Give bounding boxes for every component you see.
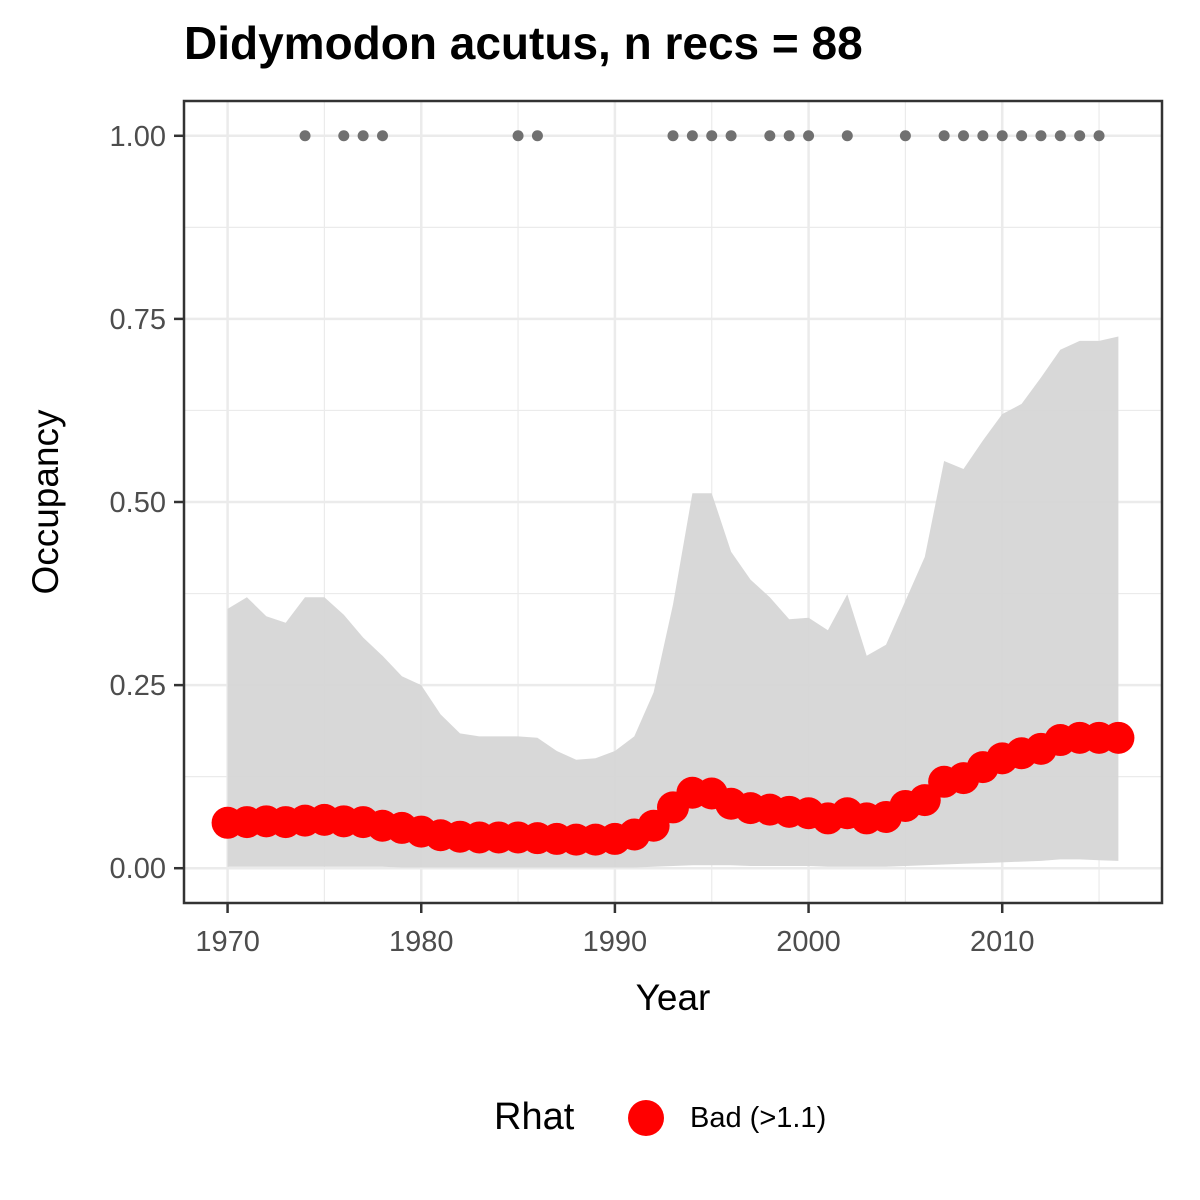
record-point xyxy=(783,130,795,142)
record-point xyxy=(299,130,311,142)
legend: Rhat Bad (>1.1) xyxy=(0,1094,1200,1154)
x-tick-label: 1970 xyxy=(195,926,260,958)
record-point xyxy=(764,130,776,142)
legend-label: Bad (>1.1) xyxy=(690,1102,827,1134)
record-point xyxy=(512,130,524,142)
record-point xyxy=(377,130,389,142)
y-tick-label: 0.75 xyxy=(110,304,166,336)
x-tick-label: 2000 xyxy=(776,926,841,958)
record-point xyxy=(996,130,1008,142)
record-point xyxy=(706,130,718,142)
x-tick-label: 1980 xyxy=(389,926,454,958)
record-point xyxy=(1074,130,1086,142)
record-point xyxy=(803,130,815,142)
record-point xyxy=(899,130,911,142)
y-tick-label: 0.00 xyxy=(110,853,166,885)
record-point xyxy=(1093,130,1105,142)
x-tick-label: 1990 xyxy=(583,926,648,958)
record-point xyxy=(1016,130,1028,142)
record-point xyxy=(338,130,350,142)
y-axis-title: Occupancy xyxy=(25,409,66,595)
y-axis-ticks: 0.00 0.25 0.50 0.75 1.00 xyxy=(110,121,184,885)
x-axis-title: Year xyxy=(636,977,711,1018)
record-point xyxy=(725,130,737,142)
legend-key-dot xyxy=(628,1100,664,1136)
record-point xyxy=(357,130,369,142)
record-point xyxy=(938,130,950,142)
chart-title: Didymodon acutus, n recs = 88 xyxy=(184,17,863,69)
record-point xyxy=(1035,130,1047,142)
x-tick-label: 2010 xyxy=(970,926,1035,958)
record-point xyxy=(531,130,543,142)
record-point xyxy=(957,130,969,142)
legend-title: Rhat xyxy=(494,1096,575,1138)
x-axis-ticks: 1970 1980 1990 2000 2010 xyxy=(195,903,1034,958)
record-point xyxy=(841,130,853,142)
y-tick-label: 0.50 xyxy=(110,487,166,519)
record-point xyxy=(1054,130,1066,142)
record-point xyxy=(686,130,698,142)
record-point xyxy=(667,130,679,142)
y-tick-label: 0.25 xyxy=(110,670,166,702)
record-points xyxy=(299,130,1105,142)
y-tick-label: 1.00 xyxy=(110,121,166,153)
credible-interval-ribbon xyxy=(227,336,1119,868)
occupancy-points xyxy=(211,721,1135,856)
record-point xyxy=(977,130,989,142)
occupancy-point xyxy=(1102,721,1135,754)
